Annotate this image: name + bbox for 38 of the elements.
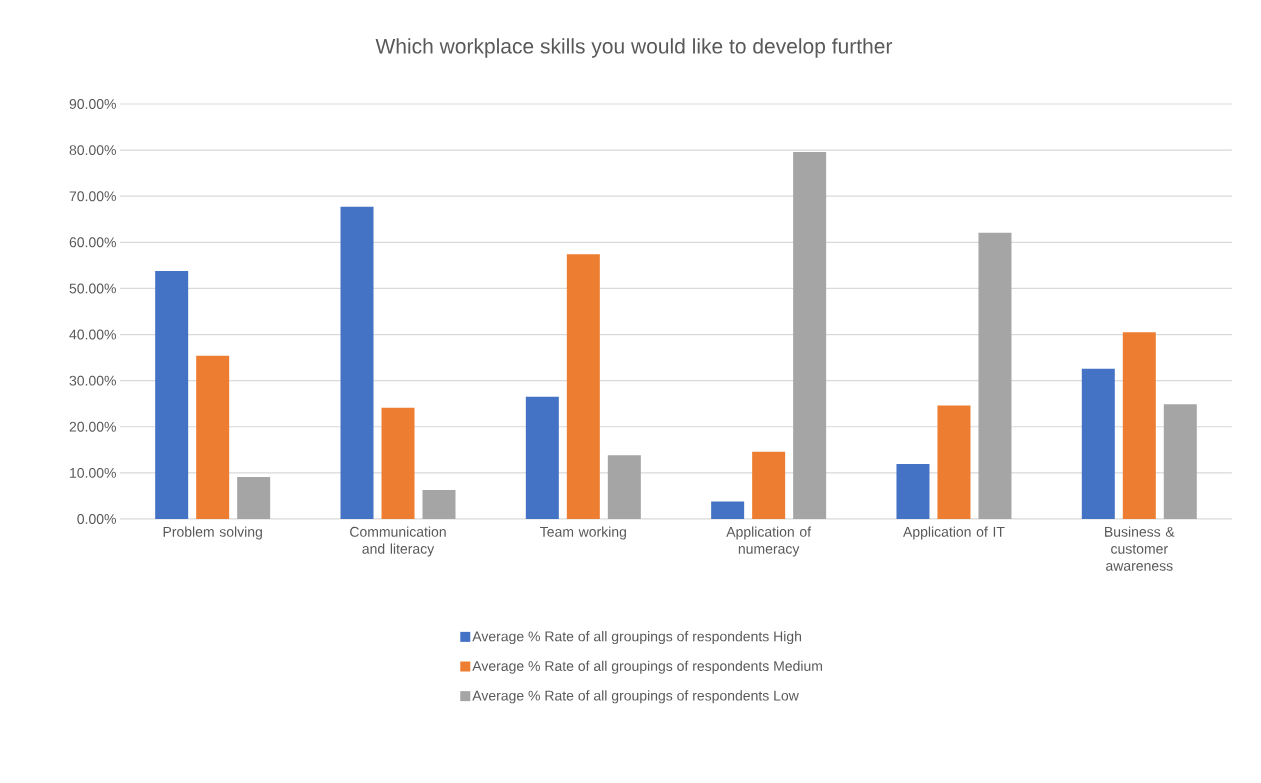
x-tick-label: Communication and literacy — [350, 526, 446, 557]
x-tick-label: Application of numeracy — [726, 526, 812, 557]
y-tick-label: 70.00% — [69, 191, 116, 202]
bar — [340, 206, 374, 519]
bar — [525, 396, 559, 519]
bar — [896, 464, 930, 519]
bar — [711, 501, 745, 519]
bar — [422, 489, 456, 519]
y-tick-label: 40.00% — [69, 329, 116, 340]
x-tick-label: Application of IT — [903, 526, 1005, 540]
bar — [1163, 404, 1197, 519]
bar — [155, 270, 189, 519]
chart-title: Which workplace skills you would like to develop further — [375, 38, 893, 58]
bar — [566, 254, 600, 519]
bar — [752, 451, 786, 519]
y-tick-label: 0.00% — [77, 514, 116, 524]
y-tick-label: 10.00% — [70, 467, 116, 478]
bar — [237, 477, 271, 519]
legend-label: Average % Rate of all groupings of respondents High — [472, 631, 802, 645]
bar — [1081, 368, 1115, 519]
x-tick-label: Problem solving — [163, 526, 262, 540]
legend-label: Average % Rate of all groupings of respondents Low — [472, 690, 799, 704]
y-tick-label: 90.00% — [69, 99, 116, 109]
y-tick-label: 80.00% — [69, 145, 116, 156]
bar — [381, 407, 415, 519]
bar — [1122, 332, 1156, 519]
bar — [793, 151, 827, 519]
y-tick-label: 20.00% — [69, 421, 116, 432]
bar — [978, 232, 1012, 519]
x-tick-label: Business & customer awareness — [1105, 526, 1175, 571]
x-tick-label: Team working — [540, 526, 626, 540]
bar — [937, 405, 971, 519]
bar — [607, 455, 641, 519]
bar — [196, 355, 230, 519]
legend-label: Average % Rate of all groupings of respondents Medium — [472, 660, 822, 674]
y-tick-label: 50.00% — [69, 283, 116, 294]
y-tick-label: 60.00% — [69, 237, 116, 248]
y-tick-label: 30.00% — [69, 375, 116, 386]
